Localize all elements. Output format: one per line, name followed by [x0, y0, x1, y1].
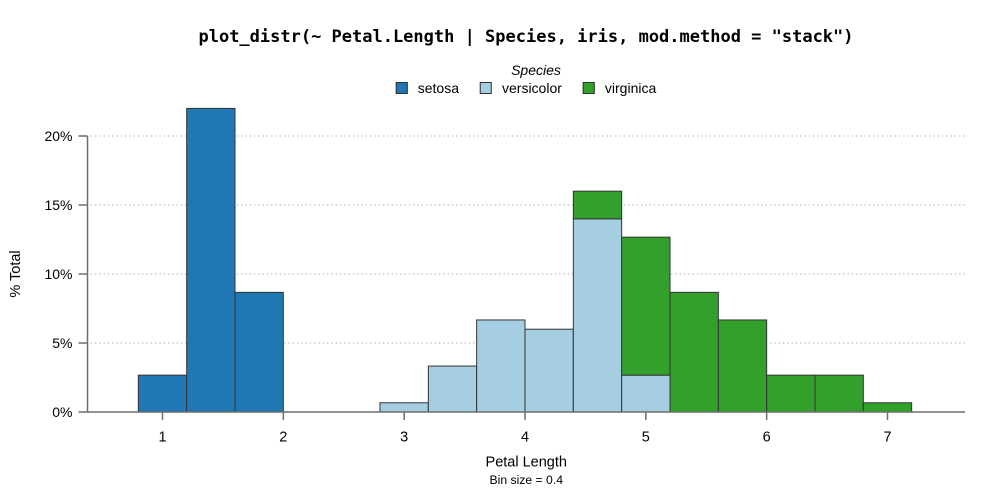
y-tick-label: 20% — [44, 128, 72, 144]
legend-title: Species — [511, 62, 561, 78]
bar-segment-setosa — [137, 374, 188, 413]
bar-segment-versicolor — [379, 402, 429, 413]
bar-segment-versicolor — [427, 365, 478, 413]
legend-swatch-virginica — [582, 82, 595, 94]
bar-segment-virginica — [572, 190, 623, 220]
y-tick-label: 5% — [52, 335, 72, 351]
x-tick-label: 7 — [883, 430, 891, 446]
legend-label: virginica — [604, 80, 657, 96]
x-tick-label: 1 — [158, 430, 166, 446]
bar-segment-versicolor — [621, 374, 671, 413]
bar-segment-versicolor — [572, 218, 623, 413]
x-tick-label: 4 — [521, 430, 529, 446]
legend-label: setosa — [417, 80, 459, 96]
bin-size-note: Bin size = 0.4 — [489, 473, 563, 487]
bar-segment-virginica — [621, 236, 671, 376]
legend-item-setosa: setosa — [395, 80, 459, 96]
x-tick-label: 3 — [400, 430, 408, 446]
x-tick-label: 2 — [279, 430, 287, 446]
legend-swatch-setosa — [395, 82, 408, 94]
x-axis-title: Petal Length — [486, 455, 567, 471]
y-axis-title: % Total — [8, 250, 24, 297]
chart-title: plot_distr(~ Petal.Length | Species, iri… — [198, 27, 854, 47]
legend-label: versicolor — [501, 80, 562, 96]
legend: Species setosa versicolor virginica — [395, 62, 657, 96]
bar-segment-virginica — [717, 319, 768, 413]
x-tick-label: 6 — [763, 430, 771, 446]
legend-row: setosa versicolor virginica — [395, 80, 657, 96]
y-tick-label: 0% — [52, 404, 72, 420]
legend-item-versicolor: versicolor — [479, 80, 562, 96]
y-tick-label: 15% — [44, 197, 72, 213]
legend-item-virginica: virginica — [582, 80, 657, 96]
bar-segment-setosa — [186, 107, 236, 413]
bar-segment-setosa — [234, 291, 284, 413]
bar-segment-virginica — [862, 402, 913, 413]
bar-segment-versicolor — [524, 328, 574, 413]
bar-segment-virginica — [814, 374, 864, 413]
bar-segment-virginica — [766, 374, 816, 413]
bar-segment-versicolor — [476, 319, 526, 413]
x-tick-label: 5 — [642, 430, 650, 446]
legend-swatch-versicolor — [479, 82, 492, 94]
bar-segment-virginica — [669, 291, 719, 413]
y-tick-label: 10% — [44, 266, 72, 282]
